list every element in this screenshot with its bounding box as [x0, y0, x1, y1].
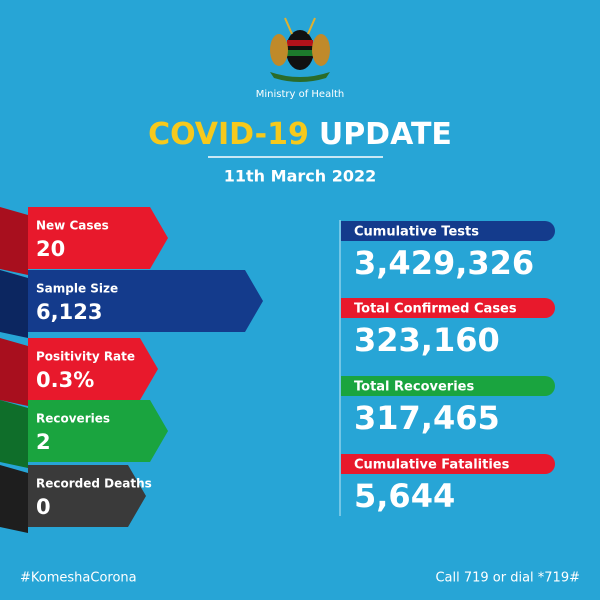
total-pill-edge: [341, 298, 355, 318]
ribbon: [28, 400, 168, 462]
total-value: 323,160: [354, 321, 500, 359]
total-pill: [341, 298, 555, 318]
title-rest: UPDATE: [319, 117, 452, 152]
daily-value: 20: [36, 237, 65, 261]
ribbon: [28, 207, 168, 269]
daily-label: Recoveries: [36, 412, 110, 426]
total-pill-edge: [341, 376, 355, 396]
total-pill-edge: [341, 221, 355, 241]
daily-value: 0: [36, 495, 51, 519]
total-pill-edge: [341, 454, 355, 474]
total-label: Total Recoveries: [354, 380, 474, 395]
title: COVID-19 UPDATE: [148, 117, 452, 152]
total-pill: [341, 221, 555, 241]
total-pill: [341, 376, 555, 396]
ribbon-fold: [0, 465, 28, 533]
daily-label: New Cases: [36, 219, 109, 233]
daily-value: 0.3%: [36, 368, 94, 392]
daily-value: 2: [36, 430, 51, 454]
total-label: Cumulative Tests: [354, 225, 479, 240]
daily-label: Positivity Rate: [36, 350, 135, 364]
total-value: 317,465: [354, 399, 500, 437]
ribbon-fold: [0, 400, 28, 468]
ribbon-fold: [0, 270, 28, 338]
title-highlight: COVID-19: [148, 117, 309, 152]
daily-label: Sample Size: [36, 282, 118, 296]
total-label: Total Confirmed Cases: [354, 302, 517, 317]
total-value: 3,429,326: [354, 244, 534, 282]
total-label: Cumulative Fatalities: [354, 458, 510, 473]
hashtag: #KomeshaCorona: [20, 571, 137, 586]
coat-of-arms: [270, 17, 330, 82]
hotline: Call 719 or dial *719#: [435, 571, 580, 586]
ribbon: [28, 338, 158, 400]
total-value: 5,644: [354, 477, 455, 515]
ribbon-fold: [0, 338, 28, 406]
org-name: Ministry of Health: [256, 89, 345, 100]
ribbon: [28, 465, 146, 527]
date: 11th March 2022: [224, 167, 376, 186]
daily-value: 6,123: [36, 300, 102, 324]
daily-label: Recorded Deaths: [36, 477, 152, 491]
total-pill: [341, 454, 555, 474]
ribbon: [28, 270, 263, 332]
ribbon-fold: [0, 207, 28, 275]
